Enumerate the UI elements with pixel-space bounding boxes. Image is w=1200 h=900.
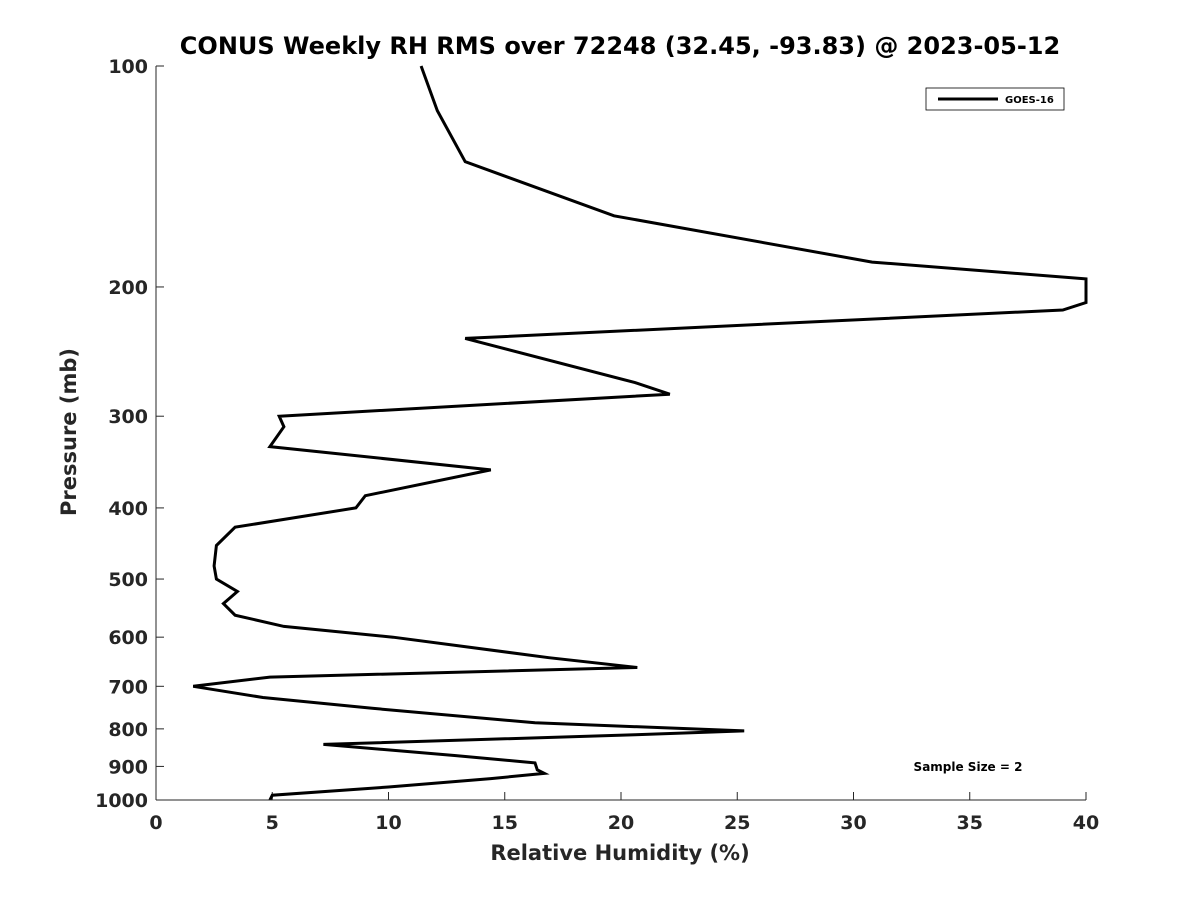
x-tick-label: 40: [1073, 812, 1099, 834]
legend-label-goes-16: GOES-16: [1005, 95, 1054, 106]
x-tick-label: 20: [608, 812, 634, 834]
x-tick-label: 30: [840, 812, 866, 834]
y-tick-label: 400: [108, 498, 148, 520]
legend: GOES-16: [925, 87, 1065, 111]
chart-title: CONUS Weekly RH RMS over 72248 (32.45, -…: [180, 32, 1060, 60]
y-tick-label: 900: [108, 756, 148, 778]
y-tick-label: 600: [108, 627, 148, 649]
sample-size-annotation: Sample Size = 2: [914, 760, 1023, 774]
series-lines: [192, 65, 1088, 801]
y-tick-label: 300: [108, 406, 148, 428]
x-tick-label: 35: [957, 812, 983, 834]
y-tick-label: 100: [108, 56, 148, 78]
x-axis-label: Relative Humidity (%): [490, 841, 749, 865]
y-tick-label: 500: [108, 569, 148, 591]
x-tick-label: 15: [492, 812, 518, 834]
y-tick-label: 200: [108, 277, 148, 299]
y-tick-label: 1000: [95, 790, 148, 812]
x-tick-label: 0: [149, 812, 162, 834]
series-line-goes-16: [192, 65, 1088, 801]
x-tick-label: 5: [266, 812, 279, 834]
plot-area: 0 5 10 15 20 25 30 35 40 100 200 300 400 500 600 700 80…: [95, 56, 1099, 834]
y-axis-ticks: 100 200 300 400 500 600 700 800 900 1000: [95, 56, 164, 812]
y-tick-label: 700: [108, 676, 148, 698]
y-axis-label: Pressure (mb): [57, 348, 81, 516]
x-axis-ticks: 0 5 10 15 20 25 30 35 40: [149, 792, 1099, 834]
x-tick-label: 10: [375, 812, 401, 834]
y-tick-label: 800: [108, 719, 148, 741]
x-tick-label: 25: [724, 812, 750, 834]
